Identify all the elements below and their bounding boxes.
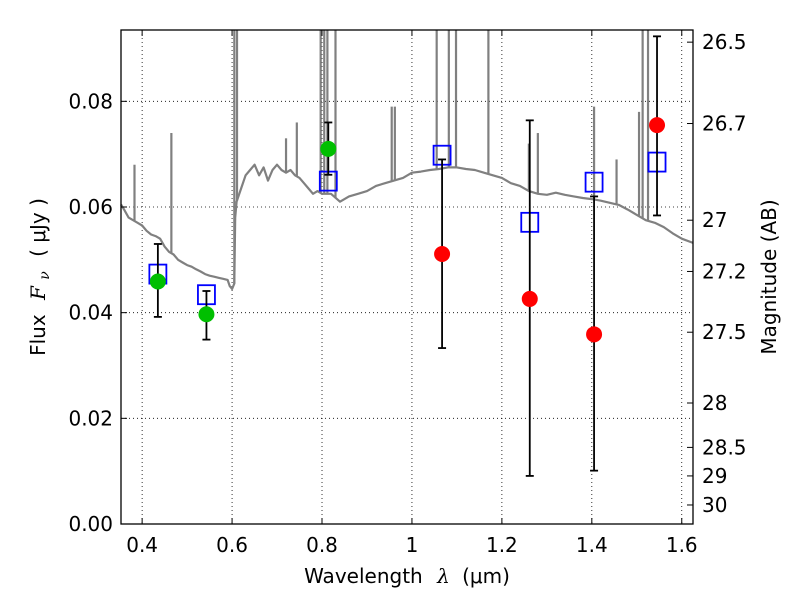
measured-flux-point: [649, 117, 666, 134]
axes-frame: [120, 29, 694, 525]
y-axis-title: Flux F ν ( μJy ): [26, 198, 54, 356]
measured-flux-point: [521, 290, 538, 307]
y2-tick-label: 28: [702, 391, 727, 415]
y-tick-label: 0.08: [68, 89, 113, 113]
x-tick-label: 0.8: [306, 533, 338, 557]
y2-tick-label: 28.5: [702, 435, 747, 459]
measured-flux-point: [198, 306, 215, 323]
spectrum-line: [120, 163, 694, 290]
x-tick-label: 1: [406, 533, 419, 557]
axis-ticks: 0.4 0.6 0.8 1 1.2 1.4 1.6 0.00 0.02 0.04 0.06 0.08 2…: [68, 30, 747, 557]
y2-tick-label: 26.7: [702, 112, 747, 136]
y2-tick-label: 27: [702, 208, 727, 232]
y-tick-label: 0.06: [68, 195, 113, 219]
y2-tick-label: 26.5: [702, 30, 747, 54]
y-tick-label: 0.00: [68, 512, 113, 536]
model-flux-square: [584, 171, 604, 193]
plot-area: [120, 30, 694, 477]
x-tick-label: 1.4: [576, 533, 608, 557]
measured-flux-point: [434, 246, 451, 263]
x-tick-label: 0.6: [216, 533, 248, 557]
y2-tick-label: 29: [702, 464, 727, 488]
y-tick-label: 0.02: [68, 406, 113, 430]
x-axis-title: Wavelength λ (μm): [304, 564, 510, 588]
x-tick-label: 1.6: [666, 533, 698, 557]
y2-tick-label: 27.2: [702, 259, 747, 283]
measured-flux-point: [586, 326, 603, 343]
measured-flux-point: [320, 140, 337, 157]
y2-axis-title: Magnitude (AB): [757, 199, 781, 354]
y2-tick-label: 27.5: [702, 320, 747, 344]
x-tick-label: 0.4: [126, 533, 158, 557]
y-tick-label: 0.04: [68, 301, 113, 325]
x-tick-label: 1.2: [486, 533, 518, 557]
measured-flux-point: [149, 273, 166, 290]
y2-tick-label: 30: [702, 493, 727, 517]
